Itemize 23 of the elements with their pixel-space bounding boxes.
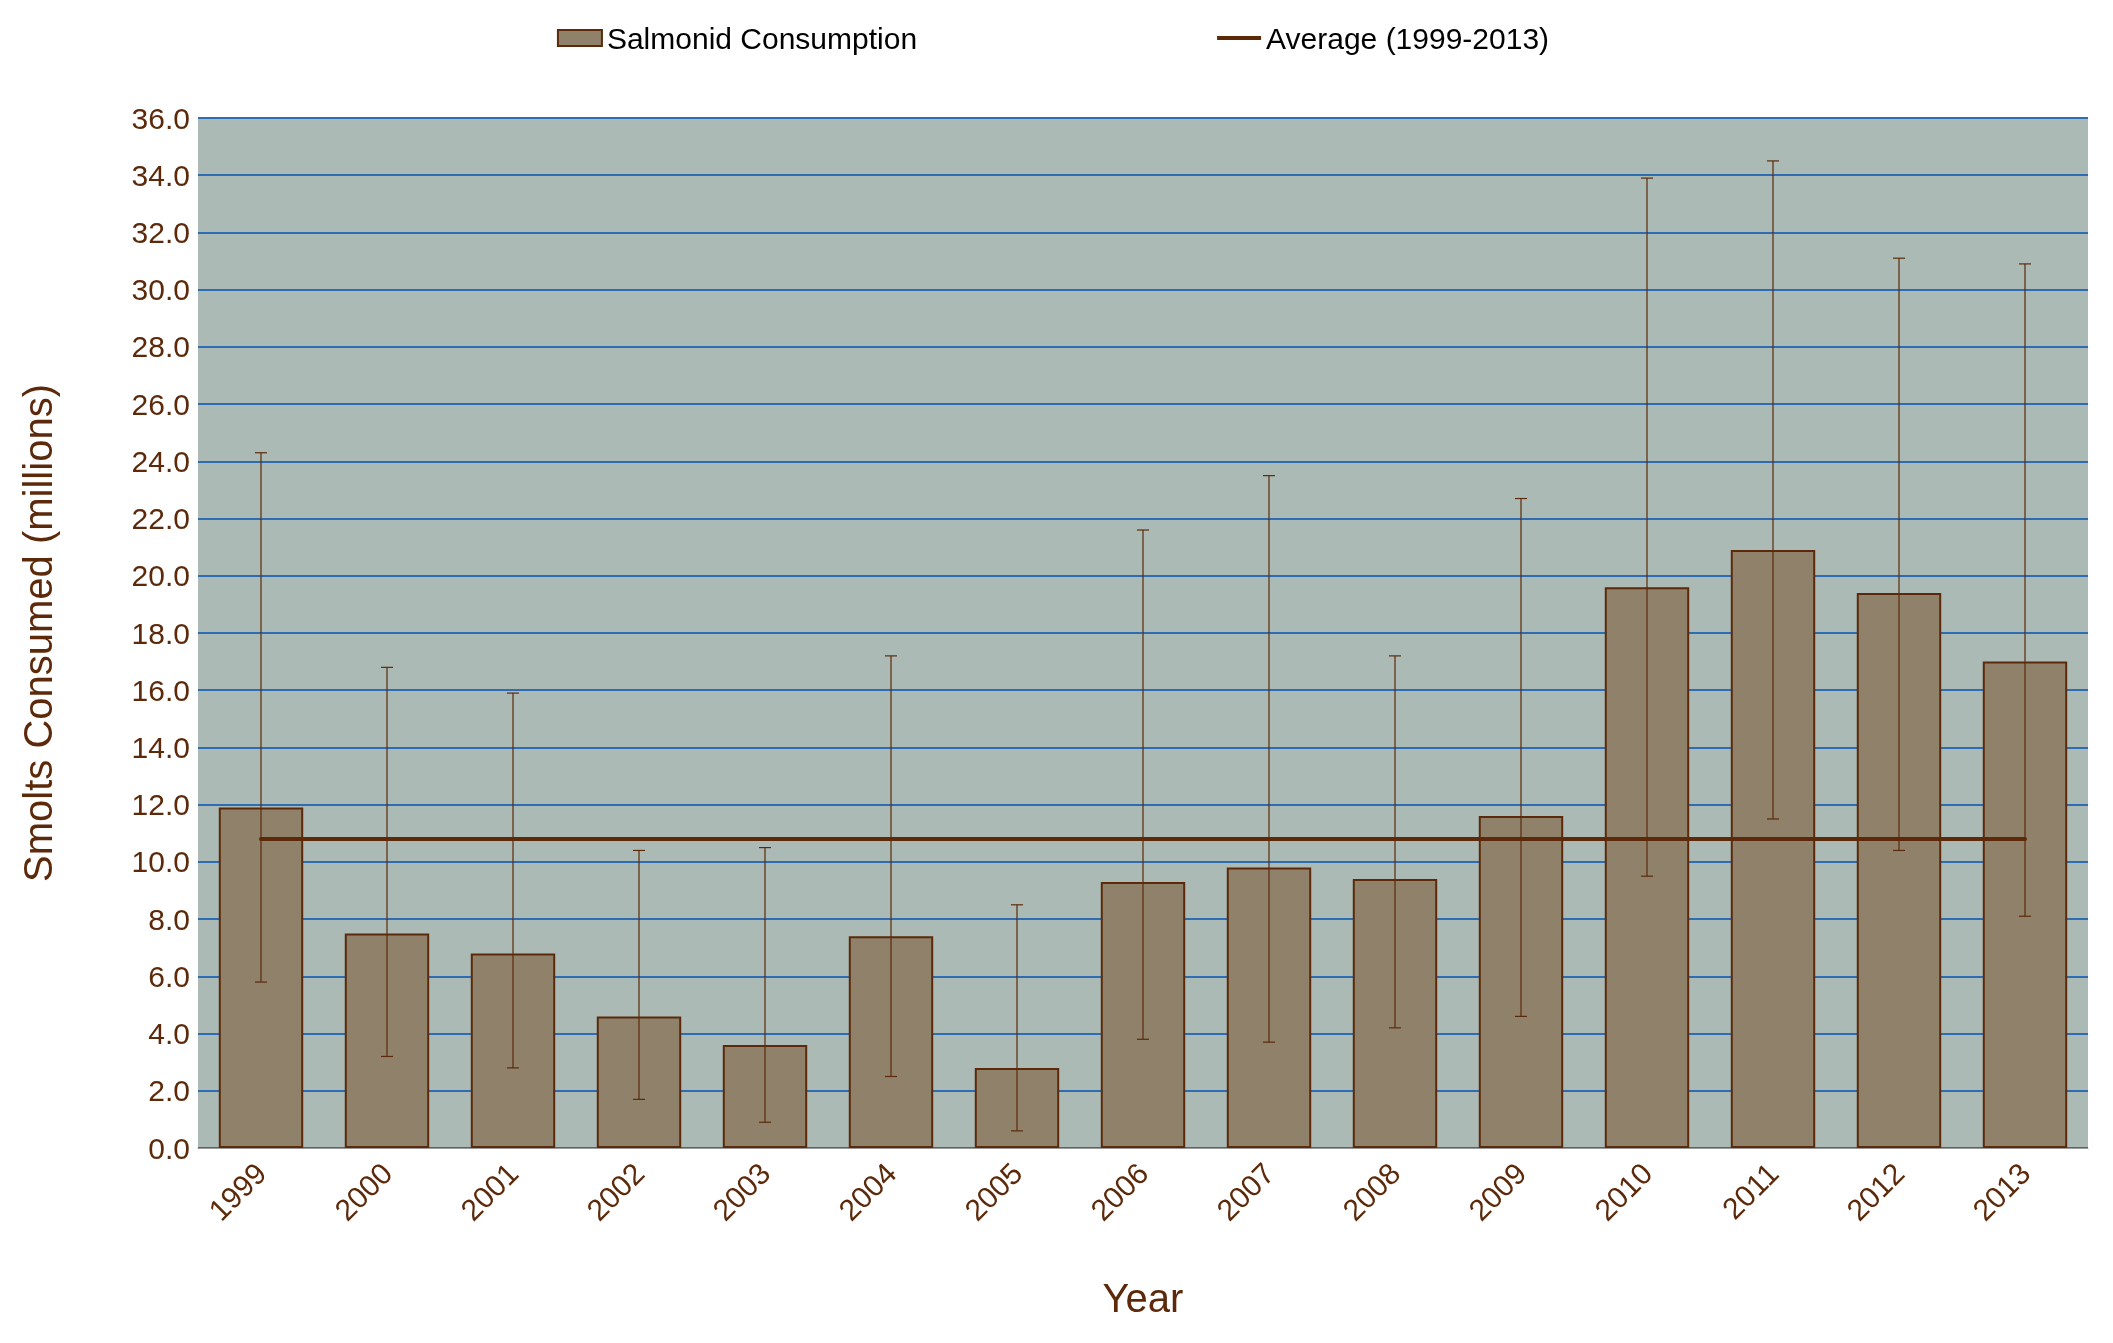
y-tick-label: 36.0 bbox=[131, 101, 190, 135]
y-tick-label: 22.0 bbox=[131, 502, 190, 536]
y-axis-title: Smolts Consumed (millions) bbox=[16, 384, 60, 882]
y-tick-label: 4.0 bbox=[148, 1017, 190, 1051]
y-tick-label: 2.0 bbox=[148, 1074, 190, 1108]
y-tick-label: 16.0 bbox=[131, 673, 190, 707]
y-tick-label: 30.0 bbox=[131, 273, 190, 307]
x-axis-title: Year bbox=[1102, 1276, 1184, 1320]
y-tick-label: 24.0 bbox=[131, 444, 190, 478]
y-tick-label: 32.0 bbox=[131, 215, 190, 249]
legend-label: Salmonid Consumption bbox=[606, 21, 918, 55]
y-tick-label: 20.0 bbox=[131, 559, 190, 593]
y-tick-label: 26.0 bbox=[131, 387, 190, 421]
y-tick-label: 8.0 bbox=[148, 902, 190, 936]
y-tick-label: 12.0 bbox=[131, 788, 190, 822]
y-tick-label: 14.0 bbox=[131, 730, 190, 764]
y-tick-label: 18.0 bbox=[131, 616, 190, 650]
legend-label: Average (1999-2013) bbox=[1266, 21, 1550, 55]
y-tick-label: 34.0 bbox=[131, 158, 190, 192]
y-tick-label: 28.0 bbox=[131, 330, 190, 364]
y-tick-label: 10.0 bbox=[131, 845, 190, 879]
y-tick-label: 6.0 bbox=[148, 959, 190, 993]
y-tick-label: 0.0 bbox=[148, 1131, 190, 1165]
